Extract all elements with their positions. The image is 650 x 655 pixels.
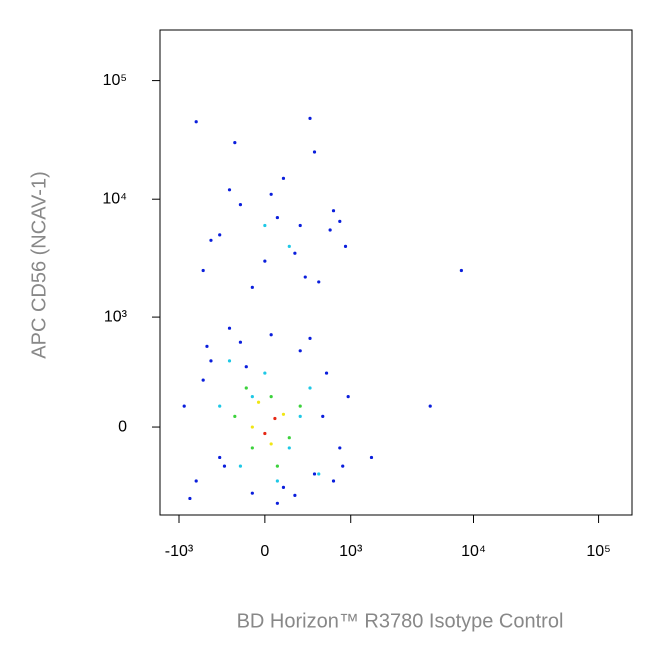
event-point: [281, 485, 286, 489]
event-point: [269, 333, 273, 337]
x-axis-label: BD Horizon™ R3780 Isotype Control: [237, 610, 564, 632]
event-point: [227, 188, 232, 192]
event-point: [324, 371, 329, 375]
event-point: [331, 479, 336, 483]
event-point: [269, 192, 273, 196]
event-point: [428, 404, 432, 408]
event-point: [287, 436, 291, 440]
event-point: [275, 215, 279, 220]
event-point: [312, 150, 317, 154]
event-point: [238, 340, 243, 344]
event-point: [182, 404, 186, 408]
event-point: [250, 425, 254, 429]
event-point: [346, 395, 350, 399]
event-point: [188, 496, 192, 501]
event-point: [250, 491, 254, 495]
event-point: [205, 344, 209, 348]
event-point: [338, 219, 342, 223]
event-point: [343, 244, 348, 248]
event-point: [250, 395, 254, 399]
y-tick-label: 10⁴: [102, 190, 127, 207]
y-axis-label: APC CD56 (NCAV-1): [28, 171, 50, 358]
event-point: [250, 285, 254, 289]
event-point: [281, 412, 286, 416]
event-point: [328, 228, 332, 232]
event-point: [275, 464, 279, 468]
event-point: [209, 359, 213, 363]
event-point: [233, 414, 237, 418]
event-point: [298, 349, 302, 353]
event-point: [269, 442, 273, 446]
x-tick-label: 10⁵: [586, 543, 610, 560]
event-point: [308, 386, 312, 390]
event-point: [293, 493, 297, 497]
event-point: [269, 395, 273, 399]
event-point: [287, 446, 291, 450]
event-point: [209, 238, 213, 242]
event-point: [273, 416, 277, 421]
event-point: [298, 414, 302, 418]
event-point: [281, 176, 286, 180]
event-point: [459, 268, 463, 273]
event-point: [238, 464, 243, 468]
event-point: [303, 275, 307, 279]
event-point: [317, 472, 321, 476]
event-point: [233, 141, 237, 145]
y-tick-label: 0: [118, 418, 127, 435]
event-point: [298, 223, 302, 228]
event-point: [275, 501, 279, 505]
event-point: [194, 479, 198, 483]
event-point: [338, 446, 342, 450]
x-tick-label: 0: [260, 543, 269, 560]
event-point: [201, 378, 205, 382]
event-point: [275, 479, 279, 483]
event-point: [227, 326, 232, 330]
event-point: [331, 209, 336, 213]
event-point: [308, 336, 312, 340]
event-point: [250, 446, 254, 450]
event-point: [308, 116, 312, 121]
event-point: [263, 371, 267, 375]
event-point: [263, 431, 267, 436]
x-tick-label: -10³: [165, 543, 194, 560]
event-point: [238, 203, 243, 207]
event-point: [321, 414, 325, 418]
event-point: [244, 365, 248, 369]
event-point: [317, 280, 321, 284]
event-point: [263, 223, 267, 228]
event-point: [218, 404, 222, 408]
event-point: [218, 233, 222, 237]
event-point: [201, 268, 205, 273]
event-point: [341, 464, 345, 468]
y-tick-label: 10³: [104, 308, 128, 325]
x-tick-label: 10³: [339, 543, 363, 560]
event-point: [227, 359, 232, 363]
event-point: [263, 259, 267, 263]
event-point: [293, 251, 297, 255]
x-tick-label: 10⁴: [461, 543, 486, 560]
plot-frame: [159, 29, 633, 516]
event-point: [369, 455, 374, 460]
event-point: [256, 400, 261, 404]
event-point: [298, 404, 302, 408]
event-point: [312, 472, 317, 476]
event-point: [222, 464, 227, 468]
event-point: [218, 455, 222, 460]
event-point: [244, 386, 248, 390]
event-point: [287, 244, 291, 248]
event-point: [194, 120, 198, 124]
y-tick-label: 10⁵: [103, 72, 127, 89]
